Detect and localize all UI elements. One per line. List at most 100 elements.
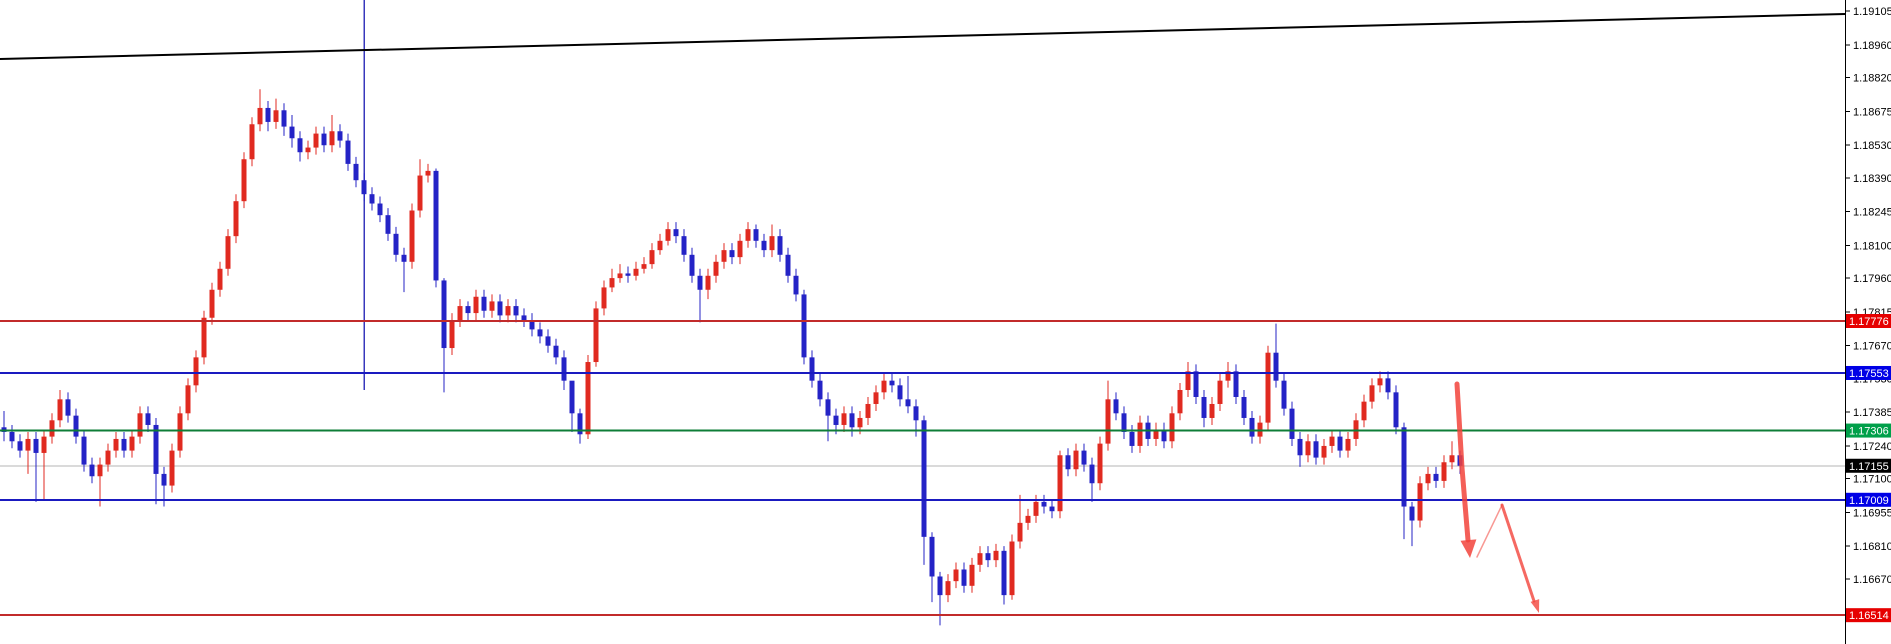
candle xyxy=(313,126,319,155)
candle-body xyxy=(41,436,47,453)
candle-body xyxy=(1065,455,1071,470)
candle-body xyxy=(665,229,671,241)
candle xyxy=(1361,394,1367,428)
candle xyxy=(785,247,791,283)
candle-body xyxy=(457,306,463,321)
candle-body xyxy=(369,194,375,204)
candle-body xyxy=(217,268,223,290)
candle-body xyxy=(977,553,983,565)
candle-body xyxy=(1129,431,1135,446)
axis-tick-label: 1.17240 xyxy=(1853,441,1891,453)
candle xyxy=(65,392,71,423)
candle-body xyxy=(809,357,815,381)
candle xyxy=(1417,476,1423,528)
candle-body xyxy=(257,107,263,125)
candle-body xyxy=(1345,438,1351,451)
candle xyxy=(361,173,367,202)
candle xyxy=(1017,494,1023,549)
candle xyxy=(1201,389,1207,428)
candle xyxy=(633,261,639,281)
trendline xyxy=(0,13,1846,60)
candle-body xyxy=(609,278,615,288)
candle xyxy=(105,443,111,472)
candle xyxy=(1025,508,1031,530)
rebound-leg xyxy=(1476,504,1503,558)
level-badge-1.17776-text: 1.17776 xyxy=(1849,316,1889,328)
candle-body xyxy=(553,345,559,358)
candle-body xyxy=(321,133,327,146)
candle xyxy=(585,355,591,439)
candle-body xyxy=(721,250,727,262)
candle xyxy=(145,406,151,432)
candle xyxy=(801,289,807,365)
candle-body xyxy=(1281,380,1287,409)
candle-body xyxy=(297,138,303,153)
current-price-badge-bg xyxy=(1846,458,1891,473)
candle xyxy=(1049,499,1055,519)
candle-body xyxy=(225,236,231,269)
candle xyxy=(1345,431,1351,458)
candle-body xyxy=(81,436,87,465)
candle xyxy=(177,406,183,458)
candle xyxy=(497,294,503,323)
current-price-badge-text: 1.17155 xyxy=(1849,461,1889,473)
level-badge-1.17009-text: 1.17009 xyxy=(1849,495,1889,507)
level-badge-1.17306-bg xyxy=(1846,423,1891,438)
candle xyxy=(649,243,655,269)
candle-body xyxy=(505,306,511,316)
candle xyxy=(905,376,911,414)
candle xyxy=(57,389,63,428)
candle xyxy=(697,268,703,323)
candle xyxy=(1001,546,1007,605)
candle-body xyxy=(1201,396,1207,418)
axis-tick-label: 1.19105 xyxy=(1853,6,1891,18)
candle-body xyxy=(521,315,527,321)
candle-body xyxy=(1241,396,1247,418)
candle-body xyxy=(1377,378,1383,386)
candle xyxy=(89,457,95,484)
candle-body xyxy=(137,413,143,437)
candle-body xyxy=(753,229,759,241)
candle xyxy=(1305,434,1311,463)
candle-body xyxy=(1041,501,1047,507)
candle-body xyxy=(593,308,599,363)
candle xyxy=(1369,378,1375,409)
level-badge-1.17553-text: 1.17553 xyxy=(1849,368,1889,380)
candle xyxy=(1177,383,1183,421)
candle-body xyxy=(705,275,711,290)
down-arrow xyxy=(1454,381,1471,543)
candle xyxy=(1449,441,1455,470)
candle xyxy=(609,268,615,293)
candle xyxy=(265,100,271,132)
candle-body xyxy=(881,380,887,393)
candle-body xyxy=(561,357,567,381)
candle-body xyxy=(305,147,311,153)
candlestick-series xyxy=(1,89,1463,626)
candle-body xyxy=(1185,371,1191,390)
candle xyxy=(569,380,575,432)
candle-body xyxy=(33,438,39,453)
candle-body xyxy=(577,413,583,435)
candle-body xyxy=(857,417,863,428)
candle-body xyxy=(1169,413,1175,442)
candle-body xyxy=(1209,403,1215,418)
candle xyxy=(953,562,959,589)
candle xyxy=(1209,396,1215,425)
candle xyxy=(257,89,263,132)
candle-body xyxy=(937,576,943,596)
candle xyxy=(1297,431,1303,467)
level-badge-1.17306-text: 1.17306 xyxy=(1849,426,1889,438)
axis-tick-label: 1.17960 xyxy=(1853,273,1891,285)
candle xyxy=(689,247,695,283)
candle xyxy=(513,299,519,323)
candle xyxy=(393,226,399,262)
candle-body xyxy=(1361,401,1367,421)
candle-body xyxy=(777,236,783,255)
level-badge-1.16514-bg xyxy=(1846,608,1891,623)
candle-body xyxy=(49,420,55,437)
candle-body xyxy=(833,415,839,425)
candle xyxy=(409,203,415,269)
candle xyxy=(1385,371,1391,400)
